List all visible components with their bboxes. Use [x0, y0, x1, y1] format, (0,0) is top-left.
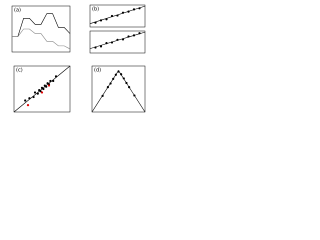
panel-label: (d) — [94, 68, 101, 74]
data-point — [117, 70, 120, 73]
fit-line — [12, 28, 71, 50]
data-point — [42, 87, 45, 91]
page: {"chart_data": [ {"type": "scatter", "ti… — [11, 4, 146, 113]
plot-frame — [11, 5, 71, 53]
data-point — [54, 75, 58, 78]
panel-label: (b) — [92, 7, 99, 13]
data-point — [36, 92, 39, 95]
data-point — [99, 45, 103, 48]
data-point — [33, 91, 37, 94]
data-point — [26, 104, 30, 107]
data-point — [49, 79, 52, 83]
data-point — [40, 91, 44, 94]
data-point — [24, 99, 27, 102]
fit-line — [89, 5, 146, 24]
figure: (a) (b) (c) (d) — [11, 4, 146, 113]
data-point — [109, 82, 112, 85]
data-point — [122, 77, 125, 80]
data-point — [133, 94, 136, 97]
data-point — [45, 85, 48, 88]
data-point — [32, 95, 35, 99]
fit-line — [89, 31, 146, 49]
panel-label: (a) — [14, 8, 21, 14]
data-point — [128, 86, 131, 89]
fit-line — [91, 70, 146, 113]
data-point — [120, 73, 123, 76]
plot-frame — [91, 65, 146, 113]
data-point — [101, 94, 104, 97]
plot-frame — [89, 30, 146, 54]
fit-line — [13, 65, 71, 113]
data-point — [106, 86, 109, 89]
data-point — [28, 97, 31, 100]
data-point — [112, 77, 115, 80]
plot-frame — [13, 65, 71, 113]
panel-label: (c) — [16, 68, 23, 74]
fit-line — [12, 13, 71, 37]
data-point — [125, 81, 128, 85]
data-point — [47, 84, 51, 87]
data-point — [52, 79, 55, 83]
plot-frame — [89, 4, 146, 28]
data-point — [114, 73, 117, 76]
